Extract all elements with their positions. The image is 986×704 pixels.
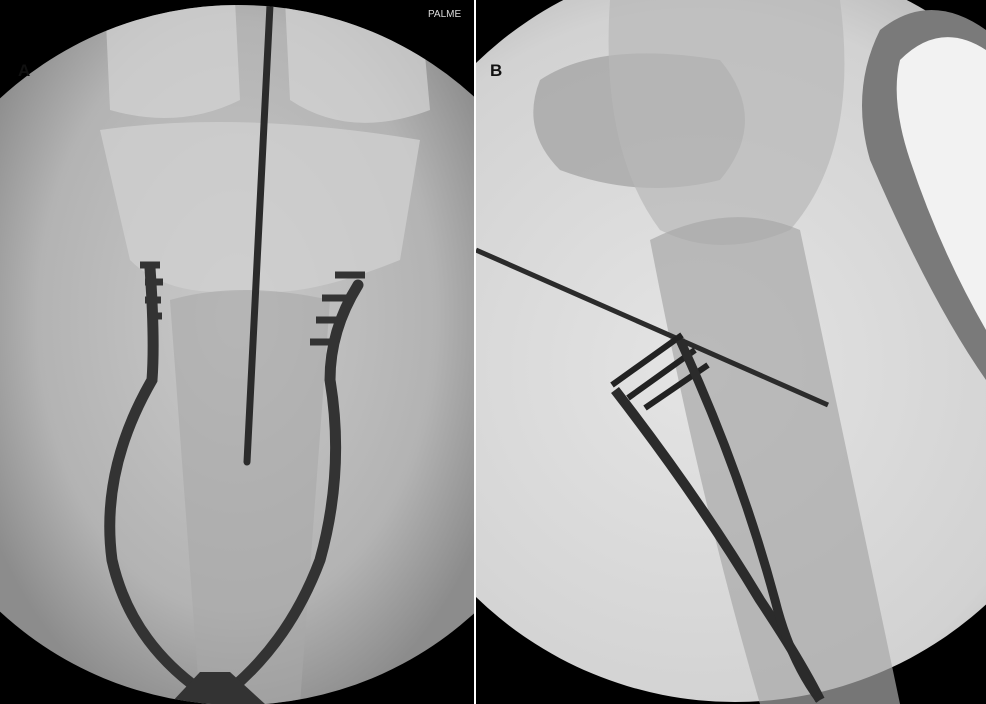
- tibial-shaft: [170, 290, 330, 704]
- guide-rod: [243, 5, 274, 466]
- plate-left-teeth: [140, 261, 163, 320]
- panel-label: A: [18, 61, 30, 80]
- divider: [474, 0, 476, 704]
- tibia: [650, 217, 900, 704]
- plate-back: [675, 338, 824, 703]
- plate-right-teeth: [310, 271, 365, 346]
- watermark: PALME: [428, 9, 461, 20]
- femur: [608, 0, 845, 245]
- plate-right: [224, 279, 364, 696]
- guide-wire: [476, 247, 830, 408]
- plate-base: [170, 672, 265, 704]
- plate-left: [104, 262, 206, 696]
- soft-tissue-inner: [896, 37, 986, 331]
- panel-label: B: [490, 61, 502, 80]
- femoral-condyle: [105, 5, 240, 118]
- panel-b: B: [476, 0, 986, 704]
- panel-a: A PALME: [0, 0, 474, 704]
